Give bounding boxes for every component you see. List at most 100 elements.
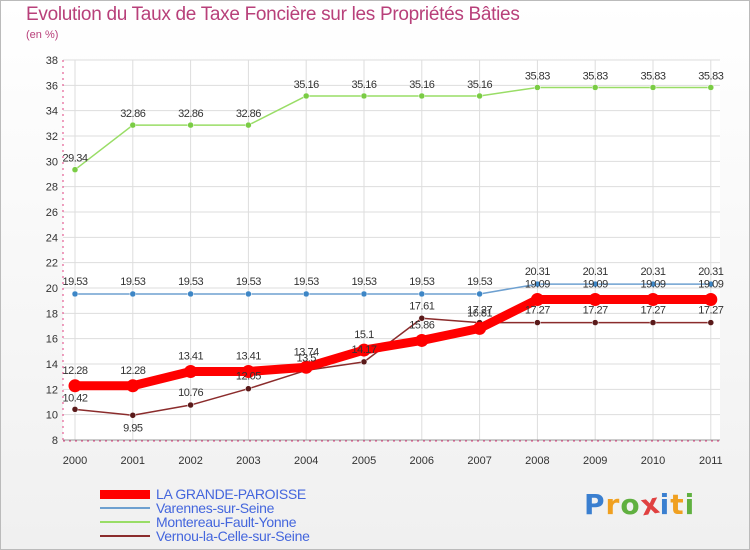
data-label: 35.16	[467, 79, 492, 91]
series-point-2	[129, 290, 137, 298]
series-line-1	[70, 295, 716, 391]
data-label: 17.27	[583, 305, 608, 317]
logo-letter: P	[584, 488, 606, 521]
series-point-3	[534, 84, 541, 91]
logo-letter: i	[659, 488, 671, 521]
series-point-4	[534, 319, 541, 326]
chart-title: Evolution du Taux de Taxe Foncière sur l…	[26, 4, 520, 25]
legend-label: Vernou-la-Celle-sur-Seine	[156, 528, 310, 544]
data-label: 19.53	[178, 276, 203, 288]
legend-label: LA GRANDE-PAROISSE	[156, 486, 306, 502]
series-point-4	[129, 412, 137, 419]
series-point-2	[302, 290, 310, 298]
series-point-3	[245, 121, 252, 129]
x-tick-label: 2001	[121, 455, 145, 467]
series-point-2	[418, 290, 426, 298]
y-tick-label: 10	[46, 410, 58, 422]
data-label: 19.09	[640, 279, 665, 291]
y-unit-label: (en %)	[26, 29, 59, 41]
series-line-4	[74, 317, 712, 417]
y-tick-label: 28	[46, 182, 58, 194]
x-tick-label: 2007	[467, 455, 491, 467]
series-point-2	[707, 280, 715, 288]
data-label: 20.31	[583, 266, 608, 278]
data-label: 20.31	[698, 266, 723, 278]
y-tick-label: 36	[46, 80, 58, 92]
data-label: 19.09	[698, 279, 723, 291]
series-point-1	[415, 333, 429, 347]
data-label: 19.09	[583, 279, 608, 291]
y-tick-label: 8	[52, 435, 58, 447]
x-tick-label: 2009	[583, 455, 607, 467]
x-tick-label: 2005	[352, 455, 376, 467]
x-tick-label: 2011	[699, 455, 723, 467]
logo-letter: r	[605, 488, 621, 521]
proxiti-logo: Proxiti	[584, 487, 695, 523]
data-label: 35.83	[525, 70, 550, 82]
series-point-4	[591, 319, 599, 326]
data-label: 19.53	[294, 276, 319, 288]
series-point-3	[591, 84, 599, 91]
x-tick-label: 2003	[236, 455, 260, 467]
series-point-1	[241, 364, 255, 378]
legend-label: Varennes-sur-Seine	[156, 500, 275, 516]
y-tick-label: 20	[46, 283, 58, 295]
data-label: 35.16	[294, 79, 319, 91]
series-point-1	[299, 360, 313, 374]
x-tick-label: 2004	[294, 455, 318, 467]
data-label: 19.53	[467, 276, 492, 288]
series-point-2	[591, 280, 599, 288]
legend-item: Vernou-la-Celle-sur-Seine	[100, 528, 310, 544]
series-point-1	[184, 364, 198, 378]
x-tick-label: 2010	[641, 455, 665, 467]
series-point-1	[588, 293, 602, 307]
data-label: 12.28	[120, 365, 145, 377]
series-point-1	[357, 343, 371, 357]
series-point-1	[68, 379, 82, 393]
data-label: 13.41	[178, 350, 203, 362]
series-point-3	[707, 84, 715, 91]
series-point-4	[71, 406, 79, 413]
series-point-4	[649, 319, 657, 326]
data-label: 13.74	[294, 346, 319, 358]
data-label: 19.53	[62, 276, 87, 288]
series-point-2	[534, 280, 541, 288]
data-label: 35.16	[409, 79, 434, 91]
data-label: 20.31	[640, 266, 665, 278]
series-point-1	[530, 293, 544, 307]
data-label: 35.83	[640, 70, 665, 82]
legend-swatch	[100, 535, 150, 537]
series-point-2	[360, 290, 368, 298]
series-point-3	[649, 84, 657, 91]
data-label: 19.53	[120, 276, 145, 288]
legend-label: Montereau-Fault-Yonne	[156, 514, 297, 530]
data-label: 32.86	[178, 108, 203, 120]
data-label: 29.34	[62, 153, 87, 165]
y-tick-label: 24	[46, 232, 58, 244]
series-line-3	[74, 86, 712, 171]
data-label: 17.61	[409, 300, 434, 312]
data-label: 12.05	[236, 371, 261, 383]
x-tick-label: 2002	[178, 455, 202, 467]
y-tick-label: 22	[46, 258, 58, 270]
x-tick-label: 2008	[525, 455, 549, 467]
series-point-2	[245, 290, 252, 298]
series-point-2	[187, 290, 194, 298]
x-tick-label: 2006	[410, 455, 434, 467]
x-tick-label: 2000	[63, 455, 87, 467]
series-point-4	[707, 319, 715, 326]
series-point-3	[476, 92, 483, 100]
data-label: 19.53	[351, 276, 376, 288]
series-point-4	[187, 401, 194, 409]
legend-swatch	[100, 507, 150, 509]
data-label: 15.1	[354, 329, 374, 341]
data-label: 14.17	[351, 344, 376, 356]
data-label: 15.86	[409, 319, 434, 331]
data-label: 19.53	[409, 276, 434, 288]
y-tick-label: 38	[46, 55, 58, 67]
y-tick-label: 34	[46, 106, 58, 118]
legend-item: Montereau-Fault-Yonne	[100, 514, 297, 530]
logo-letter: t	[670, 488, 685, 521]
series-point-2	[649, 280, 657, 288]
